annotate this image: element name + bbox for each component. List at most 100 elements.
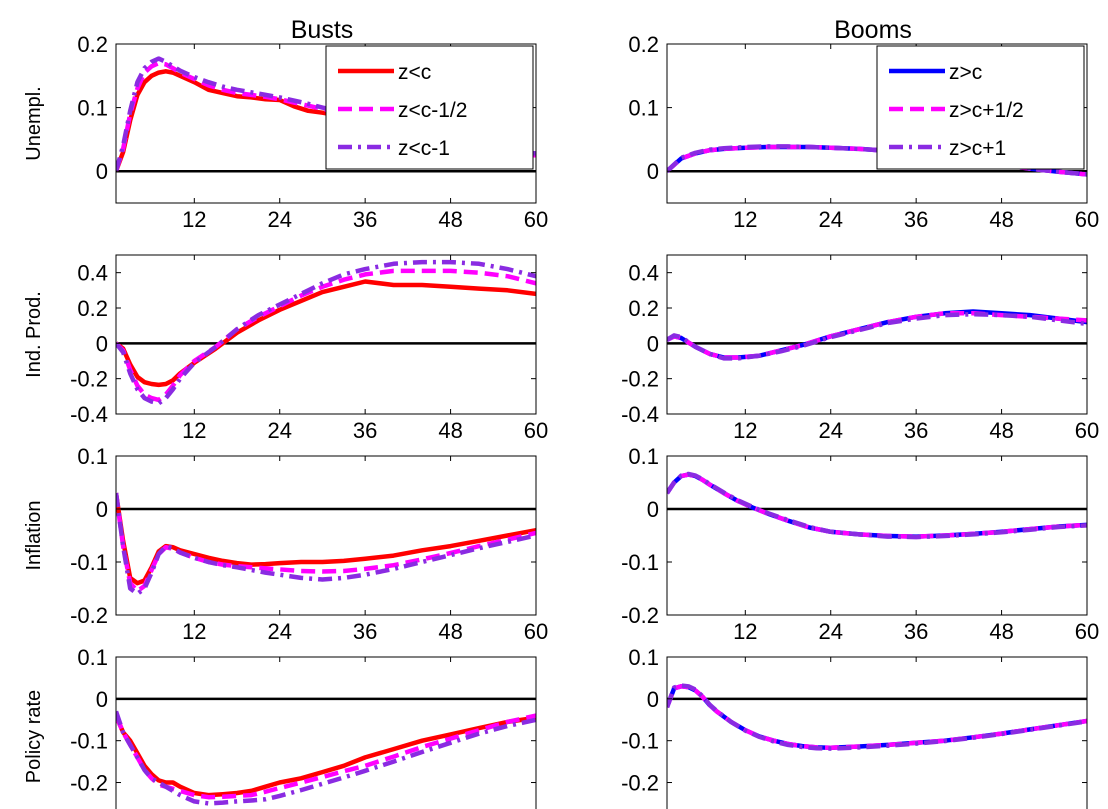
y-tick-label: -0.1 [621, 729, 659, 754]
y-tick-label: -0.1 [70, 550, 108, 575]
x-tick-label: 48 [989, 619, 1013, 644]
y-tick-label: -0.2 [621, 771, 659, 796]
axes-box [115, 254, 537, 415]
series-line-3 [667, 683, 1087, 751]
y-tick-label: 0.1 [628, 96, 659, 121]
series-line-1 [116, 492, 536, 586]
y-tick-label: 0 [647, 687, 659, 712]
x-tick-label: 12 [733, 207, 757, 232]
y-tick-label: 0.1 [628, 645, 659, 670]
series-line-3 [116, 492, 536, 597]
x-tick-label: 24 [818, 619, 842, 644]
chart-panel-busts-unempl: 12 24 36 48 60 0 0.1 0.2 Unempl. z<c z<c-1/2 z<c-1 [23, 32, 548, 232]
x-tick-label: 36 [904, 207, 928, 232]
x-tick-label: 12 [733, 418, 757, 443]
y-tick-label: 0.2 [77, 296, 108, 321]
y-axis-label: Policy rate [23, 690, 45, 783]
series-line-3 [667, 144, 1087, 177]
y-tick-label: 0 [647, 497, 659, 522]
y-tick-label: 0.2 [628, 296, 659, 321]
legend-label: z<c [398, 61, 431, 84]
y-tick-label: 0.1 [77, 444, 108, 469]
legend-label: z>c [949, 61, 982, 84]
x-tick-label: 36 [904, 418, 928, 443]
y-axis-label: Inflation [23, 500, 45, 570]
y-tick-label: 0.2 [628, 32, 659, 57]
axes-box [115, 455, 537, 616]
x-tick-label: 48 [438, 619, 462, 644]
x-tick-label: 36 [353, 418, 377, 443]
chart-panel-busts-indprod: 12 24 36 48 60 -0.4 -0.2 0 0.2 0.4 Ind. Prod. [23, 254, 548, 443]
y-tick-label: -0.2 [70, 771, 108, 796]
series-line-1 [116, 714, 536, 798]
axes-box [666, 43, 1088, 204]
y-tick-label: -0.1 [621, 550, 659, 575]
y-tick-label: -0.1 [70, 729, 108, 754]
y-tick-label: -0.2 [621, 367, 659, 392]
axes-box [115, 656, 537, 809]
y-tick-label: 0 [647, 331, 659, 356]
series-layer [116, 492, 536, 597]
x-tick-label: 48 [438, 418, 462, 443]
series-line-3 [667, 311, 1087, 361]
y-tick-label: 0 [647, 159, 659, 184]
series-layer [116, 710, 536, 806]
y-tick-label: -0.2 [621, 603, 659, 628]
y-tick-label: 0.1 [628, 444, 659, 469]
x-tick-label: 12 [733, 619, 757, 644]
chart-panel-booms-indprod: 12 24 36 48 60 -0.4 -0.2 0 0.2 0.4 [621, 254, 1099, 443]
y-tick-label: 0.1 [77, 96, 108, 121]
series-layer [667, 471, 1087, 540]
series-layer [667, 309, 1087, 361]
axes-box [666, 656, 1088, 809]
legend: z>c z>c+1/2 z>c+1 [876, 45, 1085, 170]
x-tick-label: 12 [182, 619, 206, 644]
x-tick-label: 60 [524, 418, 548, 443]
y-tick-label: 0 [96, 497, 108, 522]
x-tick-label: 60 [524, 207, 548, 232]
series-line-3 [116, 710, 536, 806]
x-tick-label: 24 [267, 207, 291, 232]
x-tick-label: 48 [989, 207, 1013, 232]
x-tick-label: 24 [818, 418, 842, 443]
x-tick-label: 12 [182, 207, 206, 232]
series-layer [667, 683, 1087, 751]
y-tick-label: -0.2 [70, 603, 108, 628]
y-tick-label: -0.2 [70, 367, 108, 392]
chart-panel-booms-unempl: 12 24 36 48 60 0 0.1 0.2 z>c z>c+1/2 z>c+1 [628, 32, 1099, 232]
y-tick-label: 0 [96, 159, 108, 184]
legend-label: z>c+1 [949, 137, 1006, 160]
y-tick-label: 0 [96, 331, 108, 356]
y-tick-label: 0.4 [77, 261, 108, 286]
panels-layer: 12 24 36 48 6000.10.2Unempl.z<cz<c-1/2z<c-11… [23, 32, 1099, 809]
series-line-1 [116, 279, 536, 388]
series-line-2 [116, 60, 536, 172]
column-title-busts: Busts [291, 16, 354, 44]
x-tick-label: 60 [524, 619, 548, 644]
x-tick-label: 36 [353, 207, 377, 232]
x-tick-label: 60 [1075, 418, 1099, 443]
y-tick-label: 0 [96, 687, 108, 712]
x-tick-label: 60 [1075, 207, 1099, 232]
chart-panel-busts-inflation: 12 24 36 48 60 -0.2 -0.1 0 0.1 Inflation [23, 444, 548, 644]
legend-label: z<c-1/2 [398, 99, 467, 122]
y-tick-label: 0.1 [77, 645, 108, 670]
legend: z<c z<c-1/2 z<c-1 [325, 45, 534, 170]
axes-box [666, 254, 1088, 415]
axes-box [666, 455, 1088, 616]
axes-box [115, 43, 537, 204]
series-line-3 [667, 471, 1087, 540]
series-line-3 [116, 259, 536, 406]
x-tick-label: 60 [1075, 619, 1099, 644]
x-tick-label: 48 [989, 418, 1013, 443]
x-tick-label: 24 [818, 207, 842, 232]
x-tick-label: 24 [267, 418, 291, 443]
y-tick-label: -0.4 [621, 402, 659, 427]
y-axis-label: Unempl. [23, 86, 45, 160]
legend-label: z>c+1/2 [949, 99, 1024, 122]
y-tick-label: 0.4 [628, 261, 659, 286]
series-layer [116, 259, 536, 406]
x-tick-label: 48 [438, 207, 462, 232]
